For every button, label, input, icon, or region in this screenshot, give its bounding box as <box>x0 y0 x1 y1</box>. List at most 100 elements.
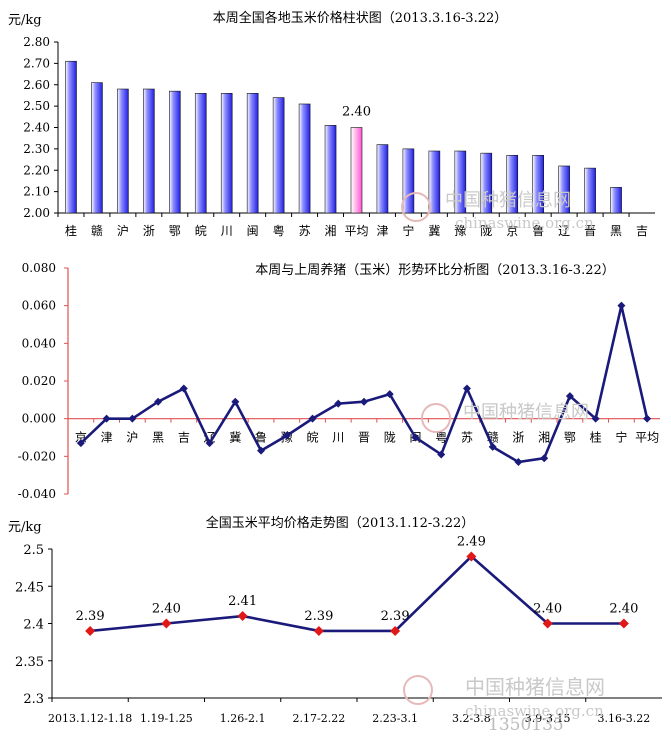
chart2-y-tick-label: -0.020 <box>18 449 56 463</box>
chart1-x-tick-label: 鲁 <box>532 224 544 238</box>
chart1-x-tick-label: 辽 <box>558 224 570 238</box>
chart2-point <box>308 414 317 423</box>
chart1-title: 本周全国各地玉米价格柱状图（2013.3.16-3.22） <box>213 10 508 26</box>
watermark-logo-icon <box>421 403 451 433</box>
chart1-x-tick-label: 吉 <box>636 224 648 238</box>
chart3-ylabel: 元/kg <box>8 520 42 535</box>
chart2-x-tick-label: 苏 <box>461 431 473 445</box>
chart2-point <box>231 397 240 406</box>
watermark-top: 中国种猪信息网 chinaswine.org.cn <box>401 190 594 232</box>
chart1-y-tick-label: 2.60 <box>23 78 50 92</box>
chart1-y-tick-label: 2.80 <box>23 35 50 49</box>
chart3-point <box>542 618 553 629</box>
chart1-bar <box>402 148 415 214</box>
chart2-x-tick-label: 晋 <box>358 431 370 445</box>
chart1-bar <box>65 60 77 214</box>
chart2-point <box>565 392 574 401</box>
chart1-x-tick-label: 川 <box>221 224 233 238</box>
chart2-point <box>257 446 266 455</box>
chart3-data-label: 2.40 <box>609 602 638 617</box>
chart2-x-tick-label: 湘 <box>538 430 550 445</box>
watermark-logo-icon <box>401 192 431 222</box>
chart1-x-tick-label: 黑 <box>610 224 622 238</box>
chart2-x-tick-label: 鄂 <box>564 431 576 445</box>
watermark-middle: 中国种猪信息网 <box>421 402 589 433</box>
chart2-point <box>154 397 163 406</box>
chart2-point <box>462 384 471 393</box>
chart2-x-tick-label: 吉 <box>178 431 190 445</box>
chart3-point <box>313 625 324 636</box>
chart2-y-tick-label: 0.040 <box>22 336 56 350</box>
chart1-x-tick-label: 闽 <box>247 224 259 238</box>
chart2-point <box>334 399 343 408</box>
chart2-title: 本周与上周养猪（玉米）形势环比分析图（2013.3.16-3.22） <box>255 262 615 278</box>
chart1-x-tick-label: 鄂 <box>169 224 181 238</box>
chart3-y-tick-label: 2.5 <box>23 543 44 558</box>
chart1-x-tick-label: 冀 <box>428 224 440 238</box>
bar-chart: 本周全国各地玉米价格柱状图（2013.3.16-3.22） 元/kg 2.00 2… <box>8 10 655 238</box>
chart2-x-tick-label: 黑 <box>152 431 164 445</box>
chart1-bar <box>376 144 389 214</box>
chart3-x-tick-label: 3.16-3.22 <box>598 712 651 725</box>
chart3-series-line <box>89 554 624 633</box>
chart1-x-tick-label: 京 <box>506 224 518 238</box>
watermark-cn: 中国种猪信息网 <box>463 402 589 423</box>
chart1-y-tick-label: 2.70 <box>23 56 50 70</box>
chart1-x-tick-label: 湘 <box>325 223 337 238</box>
chart2-point <box>591 414 600 423</box>
chart1-x-tick-label: 桂 <box>65 223 77 238</box>
chart1-x-tick-label: 粤 <box>273 223 285 238</box>
chart2-y-tick-label: 0.020 <box>22 374 56 388</box>
chart1-bar <box>558 165 570 214</box>
chart1-x-tick-label: 赣 <box>91 224 103 238</box>
chart1-y-tick-label: 2.10 <box>23 185 50 199</box>
chart2-point <box>76 439 85 448</box>
chart2-x-tick-label: 平均 <box>635 431 659 445</box>
chart1-bar <box>584 167 596 214</box>
chart2-point <box>205 439 214 448</box>
chart1-bar <box>610 187 622 214</box>
chart1-bar <box>91 82 103 214</box>
chart1-bar <box>298 103 311 214</box>
chart1-bar <box>454 150 467 214</box>
chart1-y-tick-label: 2.30 <box>23 142 50 156</box>
chart3-data-label: 2.40 <box>152 602 181 617</box>
chart2-point <box>128 414 137 423</box>
chart1-x-tick-label: 晋 <box>584 224 596 238</box>
chart2-point <box>643 414 652 423</box>
chart1-bar <box>246 93 259 214</box>
chart3-point <box>237 611 248 622</box>
watermark-url: chinaswine.org.cn <box>465 702 604 720</box>
chart2-point <box>437 450 446 459</box>
chart3-data-label: 2.39 <box>304 609 333 624</box>
watermark-logo-icon <box>403 675 433 705</box>
chart1-x-tick-label: 宁 <box>402 223 414 238</box>
chart1-bar <box>220 93 233 214</box>
chart3-point <box>466 551 477 562</box>
chart2-y-tick-label: -0.040 <box>18 487 56 501</box>
chart1-average-label: 2.40 <box>342 105 371 120</box>
chart1-bar <box>194 93 207 214</box>
watermark-cn: 中国种猪信息网 <box>445 190 571 211</box>
chart2-point <box>102 414 111 423</box>
chart1-x-tick-label: 皖 <box>195 224 207 238</box>
chart3-y-tick-label: 2.3 <box>23 692 44 707</box>
chart1-bar <box>169 90 181 214</box>
chart3-data-label: 2.39 <box>76 609 105 624</box>
chart1-bar <box>272 97 285 214</box>
chart2-y-tick-label: 0.000 <box>22 412 56 426</box>
chart3-point <box>85 625 96 636</box>
chart2-x-tick-label: 冀 <box>229 431 241 445</box>
chart3-data-label: 2.39 <box>381 609 410 624</box>
chart2-x-tick-label: 鲁 <box>255 431 267 445</box>
chart2-x-tick-label: 陇 <box>384 430 396 445</box>
chart1-x-tick-label: 陇 <box>480 223 492 238</box>
chart1-y-tick-label: 2.40 <box>23 121 50 135</box>
chart2-point <box>360 397 368 406</box>
chart3-x-tick-label: 2.17-2.22 <box>293 712 346 725</box>
chart3-data-label: 2.40 <box>533 602 562 617</box>
chart2-point <box>514 457 523 466</box>
chart1-x-tick-label: 苏 <box>299 224 311 238</box>
chart3-y-tick-label: 2.35 <box>15 655 44 670</box>
